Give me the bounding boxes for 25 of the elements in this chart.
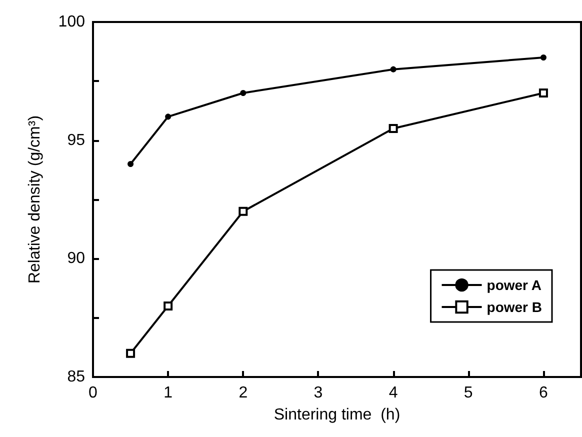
point — [388, 124, 398, 133]
point — [390, 66, 396, 72]
y-tick-label: 90 — [67, 250, 86, 268]
point — [540, 54, 546, 60]
x-tick-label: 1 — [164, 384, 173, 402]
point — [128, 161, 134, 167]
x-tick-label: 2 — [238, 384, 248, 402]
x-tick-label: 5 — [464, 384, 473, 402]
point — [240, 90, 246, 96]
legend-label: power A — [486, 277, 542, 293]
x-tick-label: 4 — [388, 384, 398, 402]
point — [538, 88, 548, 98]
y-tick-label: 95 — [67, 132, 86, 149]
x-tick-label: 0 — [88, 384, 98, 402]
point — [126, 348, 136, 358]
y-tick-label: 85 — [67, 368, 86, 386]
y-tick-label: 100 — [58, 14, 86, 30]
y-axis-title: Relative density (g/cm³) — [26, 115, 44, 284]
point — [238, 206, 248, 216]
x-tick-label: 6 — [539, 384, 548, 402]
point — [164, 302, 173, 310]
point — [165, 114, 172, 120]
x-tick-label: 3 — [314, 384, 323, 402]
legend-label: power B — [486, 299, 542, 315]
x-axis-title: Sintering time (h) — [274, 406, 400, 424]
